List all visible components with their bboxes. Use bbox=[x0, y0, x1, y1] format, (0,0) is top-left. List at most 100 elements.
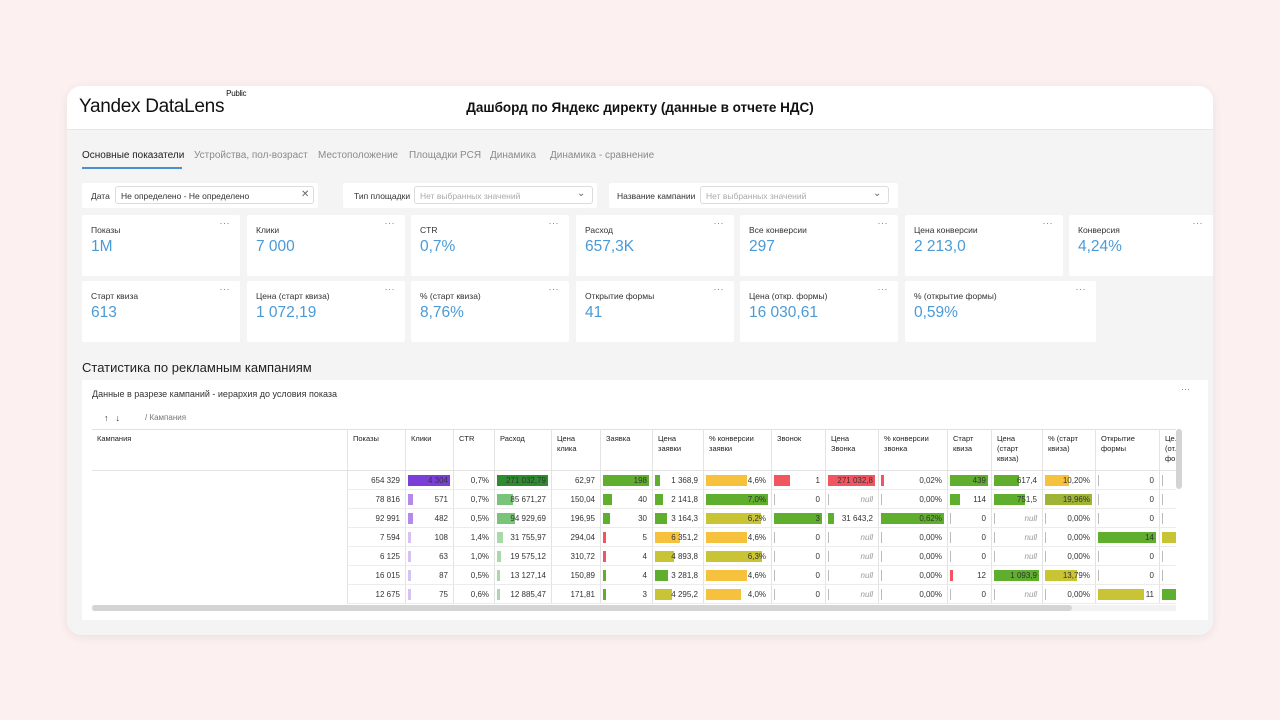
kpi-form-open: Открытие формы 41 ··· bbox=[576, 281, 734, 342]
chevron-down-icon[interactable]: ⌄ bbox=[577, 188, 586, 199]
table-cell: 0 bbox=[1095, 471, 1159, 490]
clear-icon[interactable]: ✕ bbox=[301, 189, 310, 200]
cell-value: 4,6% bbox=[747, 533, 766, 542]
chevron-down-icon[interactable]: ⌄ bbox=[873, 188, 882, 199]
column-header[interactable]: Кампания bbox=[92, 430, 347, 471]
more-icon[interactable]: ··· bbox=[384, 218, 395, 228]
column-header[interactable]: Открытие формы bbox=[1095, 430, 1159, 471]
cell-value: null bbox=[860, 552, 873, 561]
table-cell: 3 bbox=[771, 509, 825, 528]
table-cell bbox=[1159, 547, 1176, 566]
table-cell bbox=[92, 509, 347, 528]
column-header[interactable]: Це... (от... фо... bbox=[1159, 430, 1176, 471]
datalens-logo[interactable]: Yandex DataLensPublic bbox=[79, 89, 246, 118]
more-icon[interactable]: ··· bbox=[1192, 218, 1203, 228]
table-cell: 12 bbox=[947, 566, 991, 585]
table-cell: null bbox=[825, 585, 878, 604]
app-header: Yandex DataLensPublic Дашборд по Яндекс … bbox=[67, 86, 1213, 130]
cell-value: 19,96% bbox=[1062, 495, 1090, 504]
tab-main-metrics[interactable]: Основные показатели bbox=[82, 150, 185, 161]
column-header[interactable]: Клики bbox=[405, 430, 453, 471]
table-cell: 62,97 bbox=[551, 471, 600, 490]
scrollbar-thumb[interactable] bbox=[92, 605, 1072, 611]
table-cell bbox=[1159, 471, 1176, 490]
table-cell: 0,00% bbox=[878, 585, 947, 604]
tab-dynamics[interactable]: Динамика bbox=[490, 150, 537, 161]
cell-value: 198 bbox=[633, 476, 647, 485]
column-header[interactable]: % конверсии звонка bbox=[878, 430, 947, 471]
column-header[interactable]: Звонок bbox=[771, 430, 825, 471]
cell-value: 5 bbox=[642, 533, 647, 542]
column-header[interactable]: Цена клика bbox=[551, 430, 600, 471]
column-header[interactable]: Старт квиза bbox=[947, 430, 991, 471]
table-cell: 63 bbox=[405, 547, 453, 566]
date-range-input[interactable]: Не определено - Не определено bbox=[115, 186, 314, 204]
cell-value: 85 671,27 bbox=[510, 495, 546, 504]
more-icon[interactable]: ··· bbox=[877, 284, 888, 294]
more-icon[interactable]: ··· bbox=[219, 218, 230, 228]
table-cell: 4 bbox=[600, 566, 652, 585]
cell-value: 150,04 bbox=[570, 495, 595, 504]
column-header[interactable]: CTR bbox=[453, 430, 494, 471]
column-header[interactable]: Заявка bbox=[600, 430, 652, 471]
more-icon[interactable]: ··· bbox=[1181, 384, 1190, 394]
vertical-scrollbar[interactable] bbox=[1176, 429, 1182, 489]
more-icon[interactable]: ··· bbox=[548, 218, 559, 228]
column-header[interactable]: Показы bbox=[347, 430, 405, 471]
more-icon[interactable]: ··· bbox=[219, 284, 230, 294]
cell-value: 0 bbox=[815, 495, 820, 504]
column-header[interactable]: Цена заявки bbox=[652, 430, 703, 471]
tab-devices[interactable]: Устройства, пол-возраст bbox=[194, 150, 308, 161]
column-header[interactable]: % (старт квиза) bbox=[1042, 430, 1095, 471]
table-cell bbox=[92, 585, 347, 604]
cell-bar bbox=[603, 589, 606, 600]
cell-bar bbox=[655, 494, 663, 505]
cell-bar bbox=[706, 513, 761, 524]
cell-bar bbox=[1045, 551, 1046, 562]
cell-value: 3 281,8 bbox=[671, 571, 698, 580]
cell-value: null bbox=[860, 533, 873, 542]
more-icon[interactable]: ··· bbox=[1075, 284, 1086, 294]
table-cell: 271 032,79 bbox=[494, 471, 551, 490]
cell-value: 3 bbox=[815, 514, 820, 523]
cell-bar bbox=[828, 494, 829, 505]
cell-value: 482 bbox=[434, 514, 448, 523]
arrow-up-icon[interactable]: ↑ bbox=[104, 413, 109, 423]
more-icon[interactable]: ··· bbox=[713, 218, 724, 228]
cell-value: 6,3% bbox=[747, 552, 766, 561]
table-cell: 31 643,2 bbox=[825, 509, 878, 528]
kpi-value: 0,7% bbox=[420, 238, 456, 255]
more-icon[interactable]: ··· bbox=[877, 218, 888, 228]
breadcrumb[interactable]: / Кампания bbox=[145, 413, 187, 422]
kpi-value: 41 bbox=[585, 304, 603, 321]
column-header[interactable]: % конверсии заявки bbox=[703, 430, 771, 471]
cell-value: 0 bbox=[815, 590, 820, 599]
more-icon[interactable]: ··· bbox=[713, 284, 724, 294]
tab-dynamics-compare[interactable]: Динамика - сравнение bbox=[550, 150, 655, 161]
column-header[interactable]: Расход bbox=[494, 430, 551, 471]
horizontal-scrollbar[interactable] bbox=[92, 605, 1176, 611]
table-cell bbox=[1159, 566, 1176, 585]
column-header[interactable]: Цена Звонка bbox=[825, 430, 878, 471]
cell-value: 0,02% bbox=[919, 476, 942, 485]
more-icon[interactable]: ··· bbox=[384, 284, 395, 294]
more-icon[interactable]: ··· bbox=[1042, 218, 1053, 228]
cell-bar bbox=[828, 475, 875, 486]
tab-rsya-sites[interactable]: Площадки РСЯ bbox=[409, 150, 482, 161]
table-cell: 16 015 bbox=[347, 566, 405, 585]
cell-bar bbox=[603, 494, 612, 505]
table-cell: null bbox=[825, 490, 878, 509]
table-cell: 0 bbox=[771, 528, 825, 547]
tab-location[interactable]: Местоположение bbox=[318, 150, 399, 161]
cell-value: 0,00% bbox=[1067, 590, 1090, 599]
platform-select[interactable]: Нет выбранных значений bbox=[414, 186, 593, 204]
table-cell: 198 bbox=[600, 471, 652, 490]
cell-bar bbox=[1098, 570, 1099, 581]
cell-bar bbox=[994, 475, 1019, 486]
campaign-select[interactable]: Нет выбранных значений bbox=[700, 186, 889, 204]
cell-bar bbox=[655, 475, 660, 486]
more-icon[interactable]: ··· bbox=[548, 284, 559, 294]
cell-bar bbox=[603, 570, 606, 581]
column-header[interactable]: Цена (старт квиза) bbox=[991, 430, 1042, 471]
arrow-down-icon[interactable]: ↓ bbox=[115, 413, 121, 423]
